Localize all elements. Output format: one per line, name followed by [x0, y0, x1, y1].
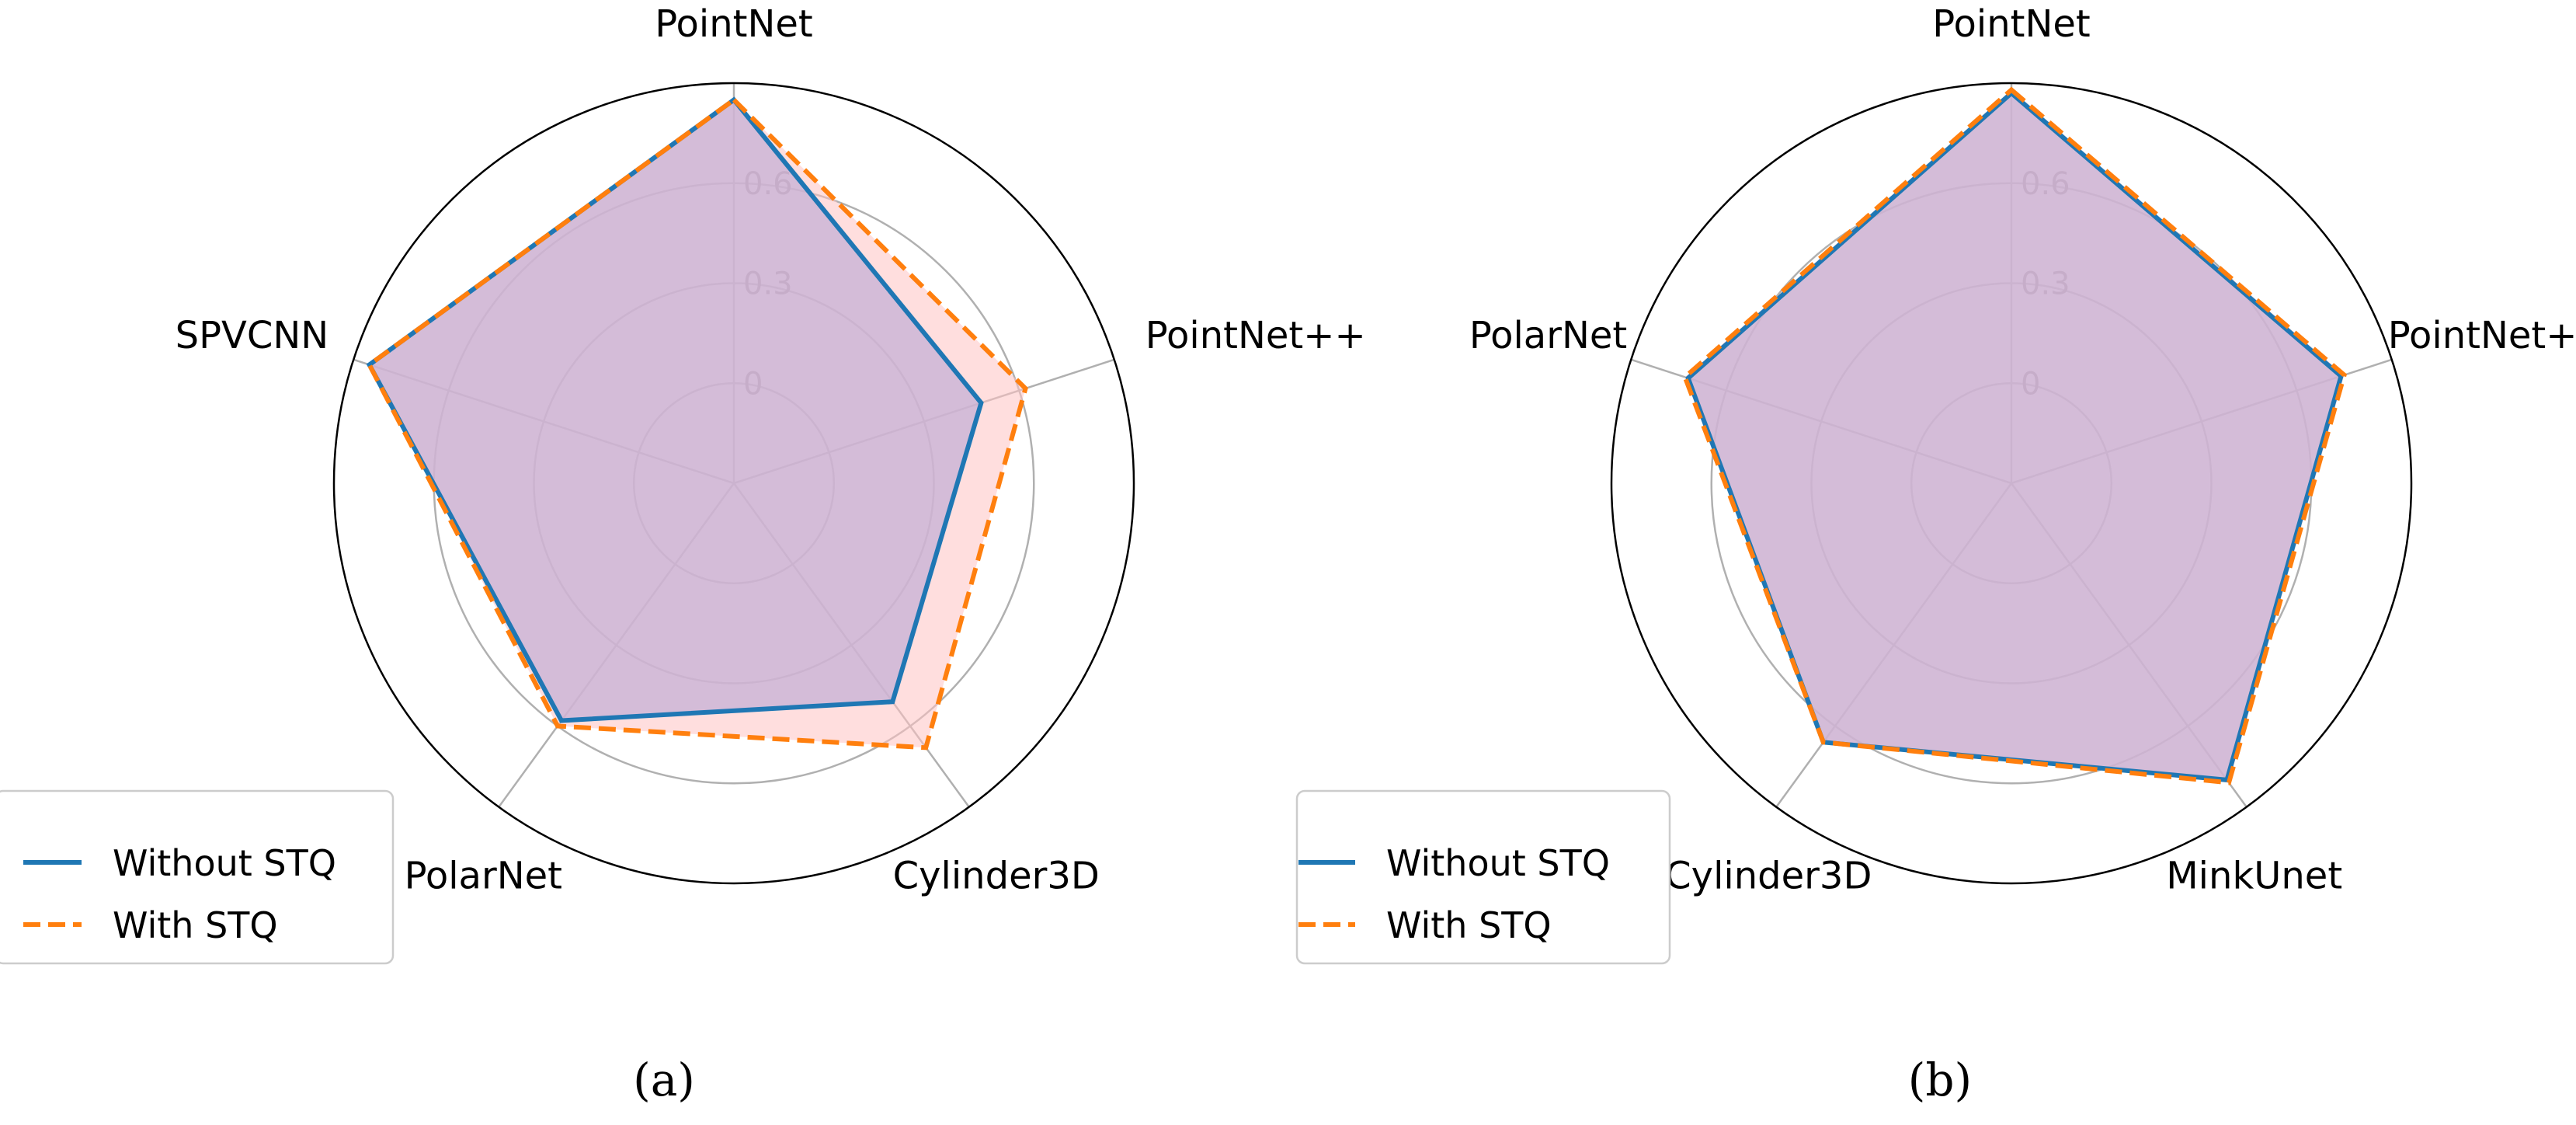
outer-ring — [1610, 82, 2413, 885]
axis-label: PolarNet — [1469, 314, 1627, 357]
legend-label-with: With STQ — [1386, 904, 1552, 946]
caption-a: (a) — [633, 1054, 695, 1106]
series-fill-without-stq — [369, 99, 982, 721]
axis-label: PointNet — [655, 2, 812, 46]
axis-labels: PointNet PointNet++ Cylinder3D PolarNet SPVC… — [176, 2, 1366, 898]
legend-label-without: Without STQ — [1386, 842, 1610, 884]
axis-label: PolarNet — [405, 855, 562, 898]
axis-label: Cylinder3D — [1665, 855, 1872, 898]
series-line-without-stq — [1685, 89, 2344, 783]
legend: Without STQ With STQ — [0, 789, 395, 965]
radar-chart-b: 00.30.6 PointNetPointNet++MinkUnetCylind… — [1295, 2, 2576, 1106]
legend-label-without: Without STQ — [113, 842, 336, 884]
series-line-without-stq — [366, 96, 984, 723]
radar-chart-a: 00.30.6 PointNetPointNet++Cylinder3DPola… — [0, 2, 1366, 1106]
legend-box — [1295, 789, 1671, 965]
axis-label: PointNet++ — [2388, 314, 2576, 357]
outer-ring — [332, 82, 1135, 885]
caption-b: (b) — [1908, 1054, 1972, 1106]
axis-label: PointNet++ — [1145, 314, 1366, 357]
legend: Without STQ With STQ — [1295, 789, 1671, 965]
series-group — [1682, 86, 2348, 785]
legend-label-with: With STQ — [113, 904, 278, 946]
axis-label: SPVCNN — [176, 314, 329, 357]
axis-label: MinkUnet — [2166, 855, 2342, 898]
series-fill-without-stq — [1688, 92, 2341, 780]
axis-label: Cylinder3D — [893, 855, 1100, 898]
axis-label: PointNet — [1932, 2, 2090, 46]
axis-labels: PointNet PointNet++ MinkUnet Cylinder3D Pola… — [1469, 2, 2576, 898]
series-group — [366, 96, 1028, 751]
legend-box — [0, 789, 395, 965]
